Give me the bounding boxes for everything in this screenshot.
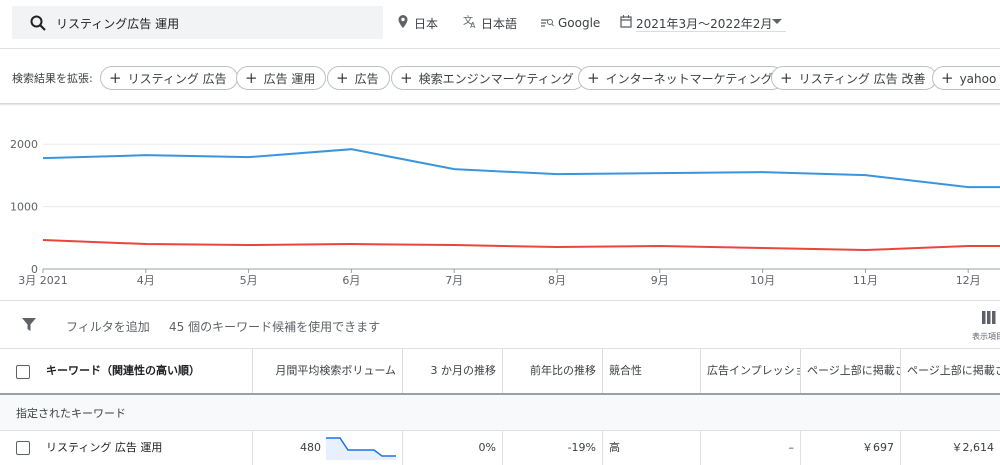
- search-icon: [30, 15, 46, 31]
- location-icon: [398, 15, 408, 28]
- network[interactable]: Google: [558, 16, 601, 30]
- column-header[interactable]: 3 か月の推移: [402, 349, 502, 393]
- column-header[interactable]: ページ上部に掲載された広告の入札単価（低額帯）: [800, 349, 900, 393]
- divider: [0, 348, 1000, 349]
- location[interactable]: 日本: [414, 17, 439, 31]
- columns-label[interactable]: 表示項目: [972, 332, 1000, 341]
- x-tick-label: 7月: [445, 274, 463, 287]
- svg-text:A: A: [470, 21, 476, 29]
- x-tick-label: 6月: [342, 274, 360, 287]
- expand-chip[interactable]: + yahoo プ: [932, 66, 1000, 90]
- divider: [0, 48, 1000, 49]
- network-icon: [541, 19, 554, 27]
- plus-icon: +: [941, 69, 954, 87]
- x-tick-label: 9月: [651, 274, 669, 287]
- sparkline: [326, 437, 396, 460]
- table-cell: 480: [252, 431, 327, 465]
- column-header[interactable]: 月間平均検索ボリューム: [252, 349, 402, 393]
- chip-label: 広告: [354, 72, 379, 86]
- chip-label: 検索エンジンマーケティング: [418, 72, 574, 86]
- column-header[interactable]: キーワード（関連性の高い順）: [46, 364, 200, 377]
- date-underline: [636, 31, 786, 32]
- column-header[interactable]: ページ上部に掲載された広告の入札単価（高額帯）: [900, 349, 1000, 393]
- header-border: [0, 393, 1000, 395]
- date-range[interactable]: 2021年3月～2022年2月: [636, 17, 773, 31]
- calendar-icon: [620, 15, 632, 28]
- expand-chip[interactable]: + 検索エンジンマーケティング: [391, 66, 585, 90]
- table-cell: 0%: [402, 431, 502, 465]
- column-header[interactable]: 前年比の推移: [502, 349, 602, 393]
- section-label: 指定されたキーワード: [16, 407, 126, 420]
- plus-icon: +: [780, 69, 793, 87]
- x-tick-label: 12月: [956, 274, 981, 287]
- expand-chip[interactable]: + インターネットマーケティング: [578, 66, 784, 90]
- column-header[interactable]: 競合性: [602, 349, 700, 393]
- columns-icon[interactable]: [982, 311, 996, 324]
- table-cell: ￥697: [800, 431, 900, 465]
- chip-label: リスティング 広告 改善: [798, 72, 926, 86]
- x-tick-label: 10月: [750, 274, 775, 287]
- dropdown-arrow[interactable]: [772, 19, 782, 25]
- table-cell: 高: [602, 431, 700, 465]
- plus-icon: +: [587, 69, 600, 87]
- x-tick-label: 3月 2021: [18, 274, 68, 287]
- divider: [0, 300, 1000, 301]
- y-tick-label: 2000: [10, 138, 38, 151]
- expand-chip[interactable]: + リスティング 広告: [100, 66, 238, 90]
- table-cell: リスティング 広告 運用: [46, 441, 163, 454]
- search-query: リスティング広告 運用: [56, 17, 180, 31]
- add-filter[interactable]: フィルタを追加: [66, 320, 150, 334]
- chip-label: インターネットマーケティング: [605, 72, 773, 86]
- shadow: [0, 103, 1000, 106]
- data-line: [42, 148, 1000, 189]
- row-checkbox[interactable]: [16, 441, 30, 455]
- plus-icon: +: [400, 69, 413, 87]
- language-icon: 文A: [463, 15, 476, 29]
- y-tick-label: 0: [31, 263, 38, 276]
- x-tick-label: 11月: [853, 274, 878, 287]
- expand-label: 検索結果を拡張:: [12, 72, 93, 85]
- expand-chip[interactable]: + 広告: [327, 66, 390, 90]
- filter-icon[interactable]: [22, 318, 36, 331]
- y-tick-label: 1000: [10, 201, 38, 214]
- chip-label: yahoo プ: [959, 72, 1000, 86]
- expand-chip[interactable]: + リスティング 広告 改善: [771, 66, 937, 90]
- x-tick-label: 8月: [548, 274, 566, 287]
- data-line: [42, 239, 1000, 252]
- table-cell: ￥2,614: [900, 431, 1000, 465]
- section-row: 指定されたキーワード: [0, 395, 1000, 431]
- column-header[interactable]: 広告インプレッション シェア: [700, 349, 800, 393]
- x-tick-label: 5月: [240, 274, 258, 287]
- keyword-count: 45 個のキーワード候補を使用できます: [169, 320, 381, 334]
- plus-icon: +: [109, 69, 122, 87]
- header-checkbox[interactable]: [16, 365, 30, 379]
- plus-icon: +: [336, 69, 349, 87]
- language[interactable]: 日本語: [481, 17, 518, 31]
- search-box[interactable]: リスティング広告 運用: [12, 6, 383, 39]
- table-cell: -19%: [502, 431, 602, 465]
- x-tick-label: 4月: [137, 274, 155, 287]
- expand-chip[interactable]: + 広告 運用: [236, 66, 327, 90]
- chip-label: リスティング 広告: [127, 72, 227, 86]
- chart: 0 1000 2000 3月 2021 4月 5月 6月 7月 8月 9月 10月 11月 12月: [10, 138, 1000, 287]
- table-cell: –: [700, 431, 800, 465]
- svg-text:文: 文: [463, 15, 473, 27]
- chip-label: 広告 運用: [263, 72, 316, 86]
- plus-icon: +: [245, 69, 258, 87]
